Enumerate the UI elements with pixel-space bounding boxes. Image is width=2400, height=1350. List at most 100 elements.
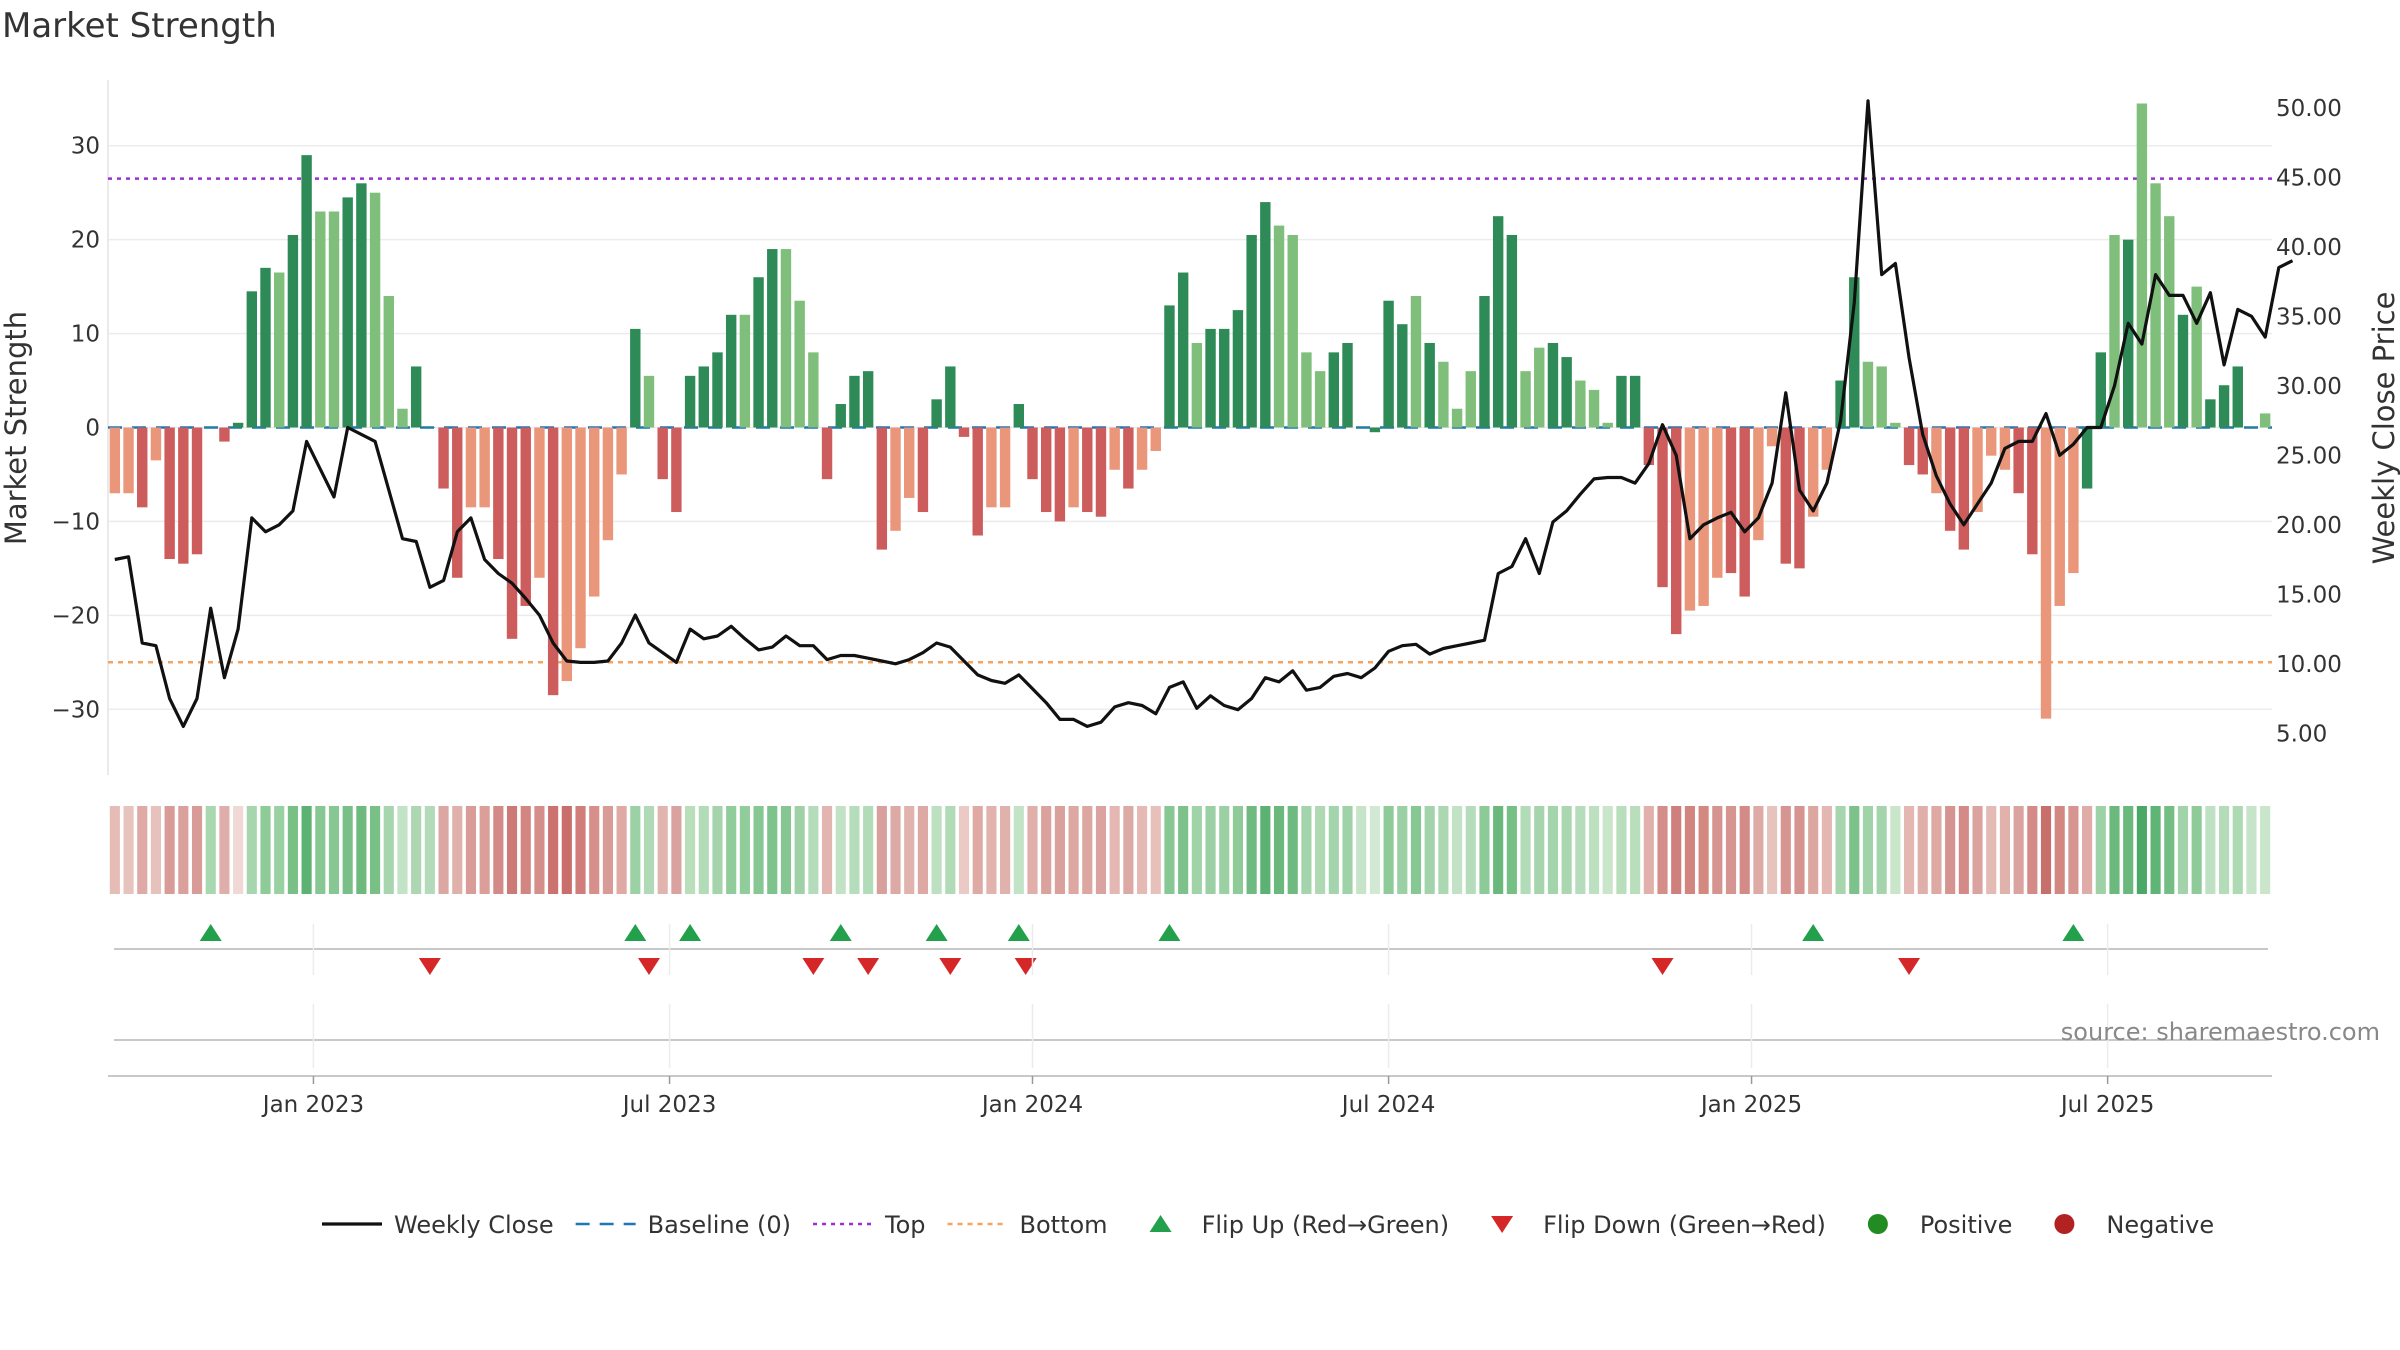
strip-cell <box>1917 806 1928 894</box>
strength-bar <box>1095 427 1107 517</box>
strip-cell <box>2150 806 2161 894</box>
strength-bar <box>493 427 504 559</box>
strip-cell <box>1123 806 1134 894</box>
strip-cell <box>1561 806 1572 894</box>
strength-bar <box>739 314 751 428</box>
strength-bar <box>1328 352 1340 428</box>
strength-bar <box>2136 103 2148 428</box>
strip-cell <box>1178 806 1189 894</box>
strength-bar <box>1616 375 1627 428</box>
strength-bar <box>1314 371 1326 428</box>
strip-cell <box>1534 806 1545 894</box>
strip-cell <box>1794 806 1805 894</box>
strength-bar <box>2232 366 2243 428</box>
strength-bar <box>999 427 1011 508</box>
strip-cell <box>1753 806 1764 894</box>
strength-bar <box>315 211 326 428</box>
y-tick-label: 0 <box>85 416 100 442</box>
strip-cell <box>904 806 915 894</box>
strength-bar <box>986 427 997 508</box>
strength-bar <box>1424 342 1435 428</box>
strength-bar <box>890 427 901 531</box>
strength-bar <box>397 408 408 428</box>
strength-bar <box>1232 310 1244 428</box>
strength-bar <box>1451 408 1463 428</box>
strip-cell <box>520 806 531 894</box>
strength-bar <box>1876 366 1887 428</box>
strength-bar <box>2205 399 2216 428</box>
strength-bar <box>328 211 340 428</box>
strip-cell <box>1808 806 1819 894</box>
strip-cell <box>424 806 435 894</box>
strip-cell <box>452 806 463 894</box>
legend-label: Negative <box>2106 1211 2214 1239</box>
flip-up-marker <box>925 924 948 941</box>
strength-bar <box>1246 234 1257 428</box>
strength-bar <box>1479 296 1490 428</box>
flip-down-marker <box>857 958 880 975</box>
strip-cell <box>945 806 956 894</box>
strip-cell <box>1452 806 1463 894</box>
y2-tick-label: 15.00 <box>2276 582 2342 608</box>
strip-cell <box>876 806 887 894</box>
strip-cell <box>1328 806 1339 894</box>
strip-cell <box>794 806 805 894</box>
strip-cell <box>493 806 504 894</box>
strip-cell <box>356 806 367 894</box>
chart-title: Market Strength <box>2 6 277 46</box>
strip-cell <box>1972 806 1983 894</box>
y2-tick-label: 5.00 <box>2276 721 2327 747</box>
strength-bar <box>1109 427 1120 470</box>
strip-cell <box>1506 806 1517 894</box>
strip-cell <box>397 806 408 894</box>
strength-bar <box>1013 404 1025 428</box>
strength-bar <box>424 427 436 428</box>
strength-bar <box>561 427 573 682</box>
strength-bar <box>137 427 148 508</box>
strength-bar <box>712 352 723 428</box>
strength-bar <box>232 422 244 428</box>
strength-bar <box>1575 380 1586 428</box>
strip-cell <box>370 806 381 894</box>
strength-bar <box>589 427 600 597</box>
strength-bar <box>1082 427 1093 513</box>
strip-cell <box>767 806 778 894</box>
strip-cell <box>164 806 175 894</box>
strength-bar <box>1629 375 1641 428</box>
strength-bar <box>1903 427 1915 466</box>
strength-bar <box>2081 427 2093 489</box>
y2-tick-label: 25.00 <box>2276 443 2342 469</box>
strip-cell <box>1657 806 1668 894</box>
strength-bar <box>2177 314 2189 428</box>
strength-bar <box>1958 427 1970 550</box>
strip-cell <box>2040 806 2052 894</box>
strip-cell <box>2177 806 2189 894</box>
strip-cell <box>1369 806 1380 894</box>
strip-cell <box>274 806 285 894</box>
strength-bar <box>1369 427 1381 433</box>
strip-cell <box>1547 806 1559 894</box>
strength-bar <box>643 375 655 428</box>
strip-cell <box>917 806 928 894</box>
strength-bar <box>369 192 381 428</box>
flip-down-marker <box>418 958 441 975</box>
strip-cell <box>1109 806 1120 894</box>
strip-cell <box>287 806 298 894</box>
strength-bar <box>753 277 764 428</box>
strip-cell <box>534 806 545 894</box>
strength-bar <box>849 375 860 428</box>
y2-tick-label: 10.00 <box>2276 652 2342 678</box>
strip-cell <box>479 806 490 894</box>
strip-cell <box>1150 806 1161 894</box>
flip-up-marker <box>829 924 852 941</box>
strength-bar <box>465 427 477 508</box>
strip-cell <box>1493 806 1504 894</box>
strip-cell <box>1383 806 1394 894</box>
strip-cell <box>2095 806 2106 894</box>
strip-cell <box>1630 806 1641 894</box>
strip-cell <box>178 806 189 894</box>
x-tick-label: Jul 2024 <box>1340 1092 1436 1118</box>
strip-cell <box>2082 806 2093 894</box>
strip-cell <box>1767 806 1778 894</box>
strip-cell <box>1246 806 1257 894</box>
